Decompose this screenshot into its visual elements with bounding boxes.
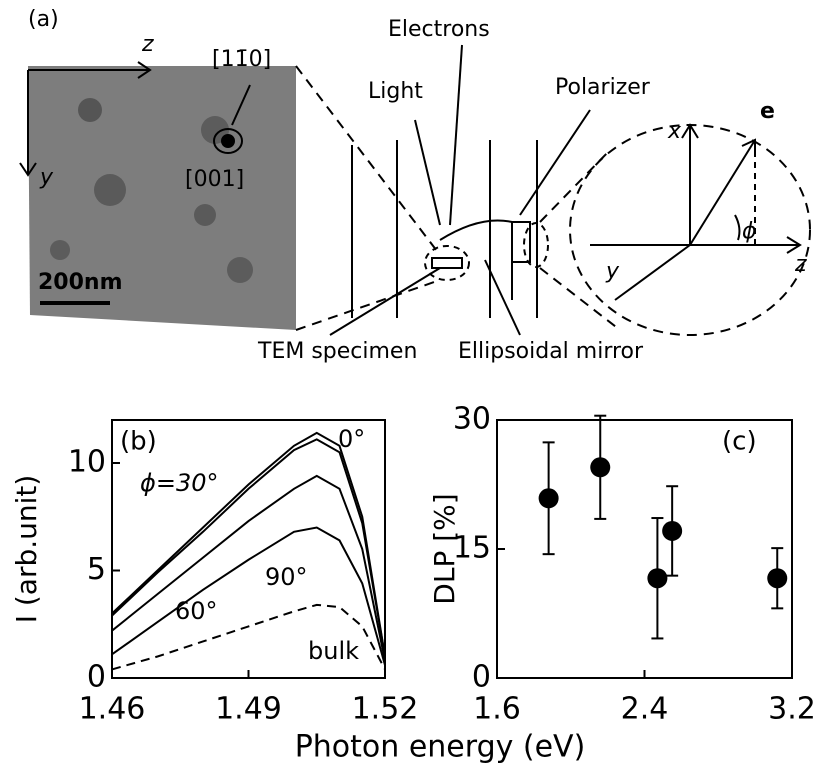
axis-label: z (794, 252, 807, 277)
panel-label: (c) (722, 427, 757, 457)
y-axis-label: DLP [%] (428, 493, 461, 604)
panel-label: (b) (120, 427, 157, 457)
diagram-label: Light (368, 79, 423, 104)
series-label: 0° (338, 425, 365, 453)
point (590, 457, 610, 477)
point (767, 568, 787, 588)
diagram-label: Electrons (388, 17, 490, 42)
direction-label: [11̄0] (212, 47, 271, 72)
dir-dot (222, 135, 234, 147)
defect (78, 98, 102, 122)
defect (50, 240, 70, 260)
axis-label: x (667, 119, 682, 144)
defect (194, 204, 216, 226)
x-tick-label: 1.6 (473, 692, 521, 727)
x-tick-label: 3.2 (768, 692, 816, 727)
y-tick-label: 10 (68, 445, 106, 480)
point (647, 568, 667, 588)
defect (227, 257, 253, 283)
point (662, 521, 682, 541)
x-tick-label: 1.52 (352, 692, 419, 727)
angle-label: ϕ (742, 219, 757, 244)
diagram-label: Ellipsoidal mirror (458, 339, 644, 364)
diagram-label: e (760, 99, 775, 124)
series-label: bulk (308, 637, 359, 665)
panel-label: (a) (28, 7, 59, 32)
y-tick-label: 5 (87, 552, 106, 587)
defect (94, 174, 126, 206)
diagram-label: TEM specimen (257, 339, 417, 364)
diagram-label: Polarizer (555, 75, 651, 100)
y-tick-label: 0 (87, 660, 106, 695)
figure: (a) z y [11̄0] [001] 200nm Electrons Lig… (0, 0, 821, 767)
x-tick-label: 1.49 (215, 692, 282, 727)
scale-label: 200nm (38, 270, 123, 295)
axis-label: y (605, 259, 620, 284)
x-axis-label: Photon energy (eV) (295, 730, 586, 765)
axis-label: y (39, 165, 54, 190)
x-tick-label: 1.46 (79, 692, 146, 727)
series-label: 90° (265, 563, 308, 591)
axis-label: z (141, 32, 154, 57)
page: (a) z y [11̄0] [001] 200nm Electrons Lig… (0, 0, 821, 767)
point (539, 488, 559, 508)
direction-label: [001] (185, 167, 244, 192)
series-label: 60° (175, 597, 218, 625)
x-tick-label: 2.4 (621, 692, 669, 727)
y-axis-label: I (arb.unit) (10, 475, 43, 624)
series-label: ϕ=30° (140, 469, 218, 497)
y-tick-label: 0 (472, 660, 491, 695)
y-tick-label: 30 (453, 402, 491, 437)
